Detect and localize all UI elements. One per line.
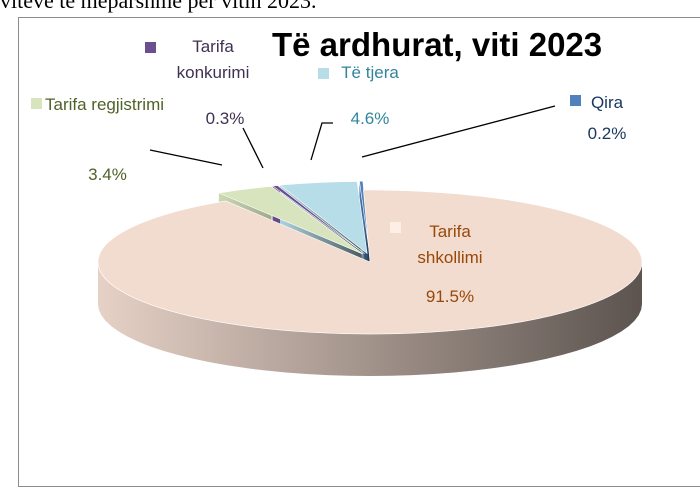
legend-key [145, 42, 156, 53]
slice-side-shade [98, 262, 642, 376]
value-label: 0.3% [205, 109, 245, 128]
category-label: Tarifa konkurimi [176, 37, 250, 82]
chart [97, 105, 643, 376]
slice [279, 181, 368, 255]
category-label: Tarifa regjistrimi [44, 95, 165, 114]
leader-lines [149, 105, 556, 169]
leader-line [242, 127, 264, 169]
pie [97, 180, 643, 376]
slice [359, 180, 370, 254]
header-text: viteve të mëparshme për vitin 2023. [0, 0, 317, 13]
legend-key [318, 68, 329, 79]
legend-key [390, 222, 401, 233]
value-label: 91.5% [425, 287, 475, 306]
slice [217, 186, 364, 255]
legend-key [31, 98, 42, 109]
slice [97, 189, 643, 335]
value-label: 0.2% [587, 124, 627, 143]
category-label: Qira [590, 93, 624, 112]
leader-line [310, 122, 333, 161]
legend-key [570, 95, 581, 106]
category-label: Të tjera [341, 63, 399, 82]
category-label: Tarifa shkollimi [417, 222, 483, 267]
value-label: 3.4% [88, 165, 127, 184]
leader-line [361, 105, 556, 158]
leader-line [149, 149, 223, 166]
slice [271, 185, 365, 254]
value-label: 4.6% [350, 109, 390, 128]
chart-title: Të ardhurat, viti 2023 [272, 26, 603, 63]
